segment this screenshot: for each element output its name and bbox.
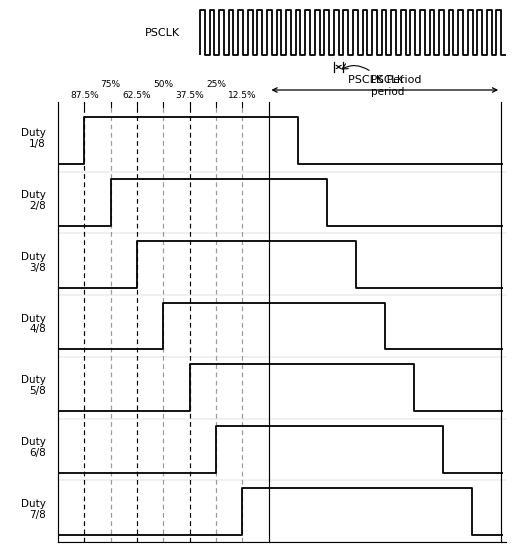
Text: PSCLK: PSCLK	[145, 28, 180, 38]
Text: 37.5%: 37.5%	[175, 91, 204, 100]
Text: 87.5%: 87.5%	[70, 91, 99, 100]
Text: Duty
4/8: Duty 4/8	[21, 314, 46, 335]
Text: 25%: 25%	[206, 80, 226, 89]
Text: Duty
7/8: Duty 7/8	[21, 499, 46, 519]
Text: Duty
2/8: Duty 2/8	[21, 190, 46, 211]
Text: 50%: 50%	[153, 80, 173, 89]
Text: Duty
6/8: Duty 6/8	[21, 437, 46, 458]
Text: Duty
5/8: Duty 5/8	[21, 375, 46, 396]
Text: PSCLK Period: PSCLK Period	[348, 75, 421, 85]
Text: Duty
1/8: Duty 1/8	[21, 129, 46, 149]
Text: Duty
3/8: Duty 3/8	[21, 252, 46, 273]
Text: 12.5%: 12.5%	[228, 91, 256, 100]
Text: 62.5%: 62.5%	[123, 91, 151, 100]
Text: 75%: 75%	[101, 80, 121, 89]
Text: PSCLK
period: PSCLK period	[372, 75, 405, 97]
